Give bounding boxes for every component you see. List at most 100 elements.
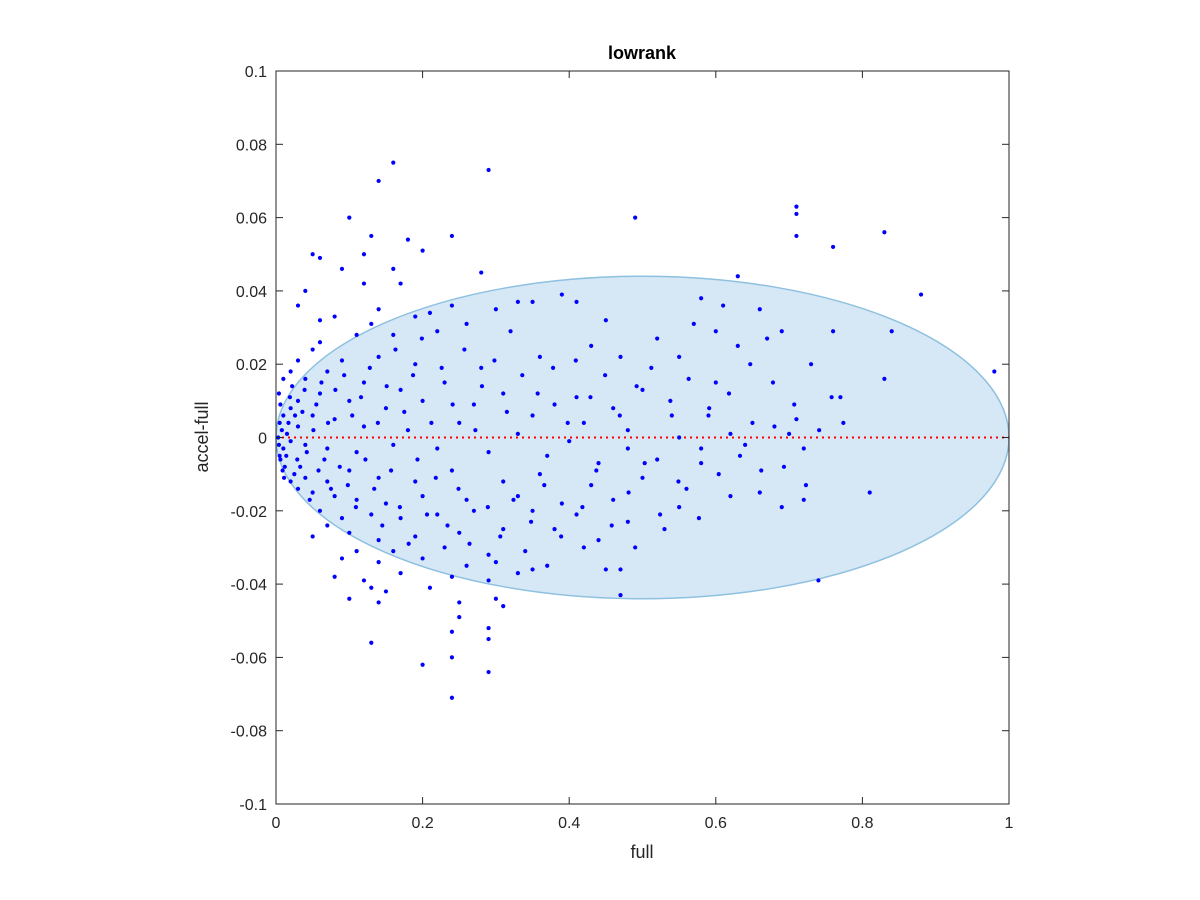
- data-point: [391, 266, 396, 272]
- data-point: [420, 556, 425, 561]
- data-point: [406, 541, 411, 546]
- data-point: [376, 178, 381, 184]
- data-point: [794, 211, 799, 217]
- data-point: [787, 431, 792, 436]
- data-point: [288, 369, 293, 374]
- data-point: [295, 303, 301, 308]
- data-point: [332, 494, 337, 499]
- data-point: [398, 387, 403, 392]
- data-point: [310, 413, 315, 418]
- data-point: [626, 490, 631, 495]
- data-point: [429, 420, 434, 425]
- data-point: [325, 523, 330, 528]
- data-point: [410, 373, 416, 378]
- data-point: [347, 530, 352, 535]
- data-point: [611, 497, 616, 502]
- data-point: [347, 596, 352, 601]
- data-point: [361, 578, 367, 583]
- data-point: [391, 160, 396, 165]
- data-point: [405, 237, 411, 242]
- data-point: [686, 376, 691, 381]
- data-point: [699, 461, 704, 466]
- data-point: [420, 662, 425, 667]
- data-point: [676, 479, 681, 484]
- data-point: [300, 409, 305, 414]
- data-point: [794, 204, 799, 209]
- data-point: [303, 288, 308, 293]
- data-point: [449, 468, 455, 473]
- data-point: [402, 409, 407, 414]
- data-point: [287, 395, 293, 400]
- x-tick-label: 0.6: [705, 815, 727, 832]
- data-point: [716, 472, 721, 477]
- data-point: [707, 406, 712, 411]
- data-point: [801, 497, 806, 502]
- data-point: [479, 384, 485, 389]
- data-point: [457, 600, 462, 605]
- data-point: [721, 303, 726, 308]
- y-tick-label: 0.06: [236, 211, 267, 228]
- y-axis-label: accel-full: [192, 401, 212, 472]
- data-point: [383, 589, 389, 594]
- data-point: [574, 299, 579, 304]
- data-point: [841, 420, 846, 425]
- data-point: [779, 505, 784, 510]
- data-point: [304, 450, 309, 455]
- x-tick-label: 1: [1005, 815, 1014, 832]
- data-point: [383, 501, 389, 506]
- data-point: [310, 347, 315, 352]
- data-point: [617, 413, 622, 418]
- data-point: [816, 578, 821, 583]
- data-point: [726, 391, 732, 396]
- data-point: [677, 505, 682, 510]
- data-point: [757, 490, 762, 495]
- data-point: [310, 252, 315, 257]
- data-point: [603, 318, 608, 323]
- data-point: [450, 402, 455, 407]
- data-point: [633, 545, 638, 550]
- data-point: [281, 446, 286, 451]
- data-point: [376, 307, 381, 312]
- data-point: [280, 468, 285, 473]
- y-tick-label: 0.02: [236, 357, 267, 374]
- data-point: [504, 409, 509, 414]
- data-point: [367, 365, 372, 370]
- data-point: [530, 299, 535, 304]
- data-point: [596, 461, 601, 466]
- data-point: [581, 545, 586, 550]
- data-point: [328, 486, 334, 491]
- y-tick-labels: 0.1 0.08 0.06 0.04 0.02 0 -0.02 -0.04 -0.06 -0.08…: [231, 64, 268, 814]
- data-point: [369, 233, 374, 239]
- data-point: [288, 439, 293, 444]
- data-point: [611, 406, 616, 411]
- data-point: [649, 365, 654, 370]
- data-point: [603, 567, 608, 572]
- data-point: [889, 329, 894, 334]
- data-point: [485, 505, 490, 510]
- y-tick-label: -0.08: [231, 724, 268, 741]
- data-point: [501, 603, 506, 609]
- data-point: [435, 446, 440, 451]
- data-point: [515, 431, 520, 436]
- data-point: [339, 266, 345, 272]
- data-point: [353, 505, 358, 510]
- data-point: [728, 431, 733, 436]
- data-point: [640, 387, 645, 392]
- data-point: [303, 376, 308, 381]
- data-point: [735, 274, 740, 279]
- data-point: [829, 395, 834, 400]
- data-point: [523, 549, 528, 554]
- data-point: [552, 527, 557, 532]
- data-point: [380, 523, 385, 528]
- data-point: [435, 329, 440, 334]
- data-point: [750, 420, 755, 425]
- data-point: [442, 545, 447, 550]
- data-point: [398, 516, 403, 521]
- data-point: [325, 369, 330, 374]
- data-point: [433, 475, 438, 480]
- data-point: [528, 519, 534, 524]
- data-point: [573, 358, 578, 363]
- data-point: [691, 321, 696, 326]
- data-point: [580, 505, 585, 510]
